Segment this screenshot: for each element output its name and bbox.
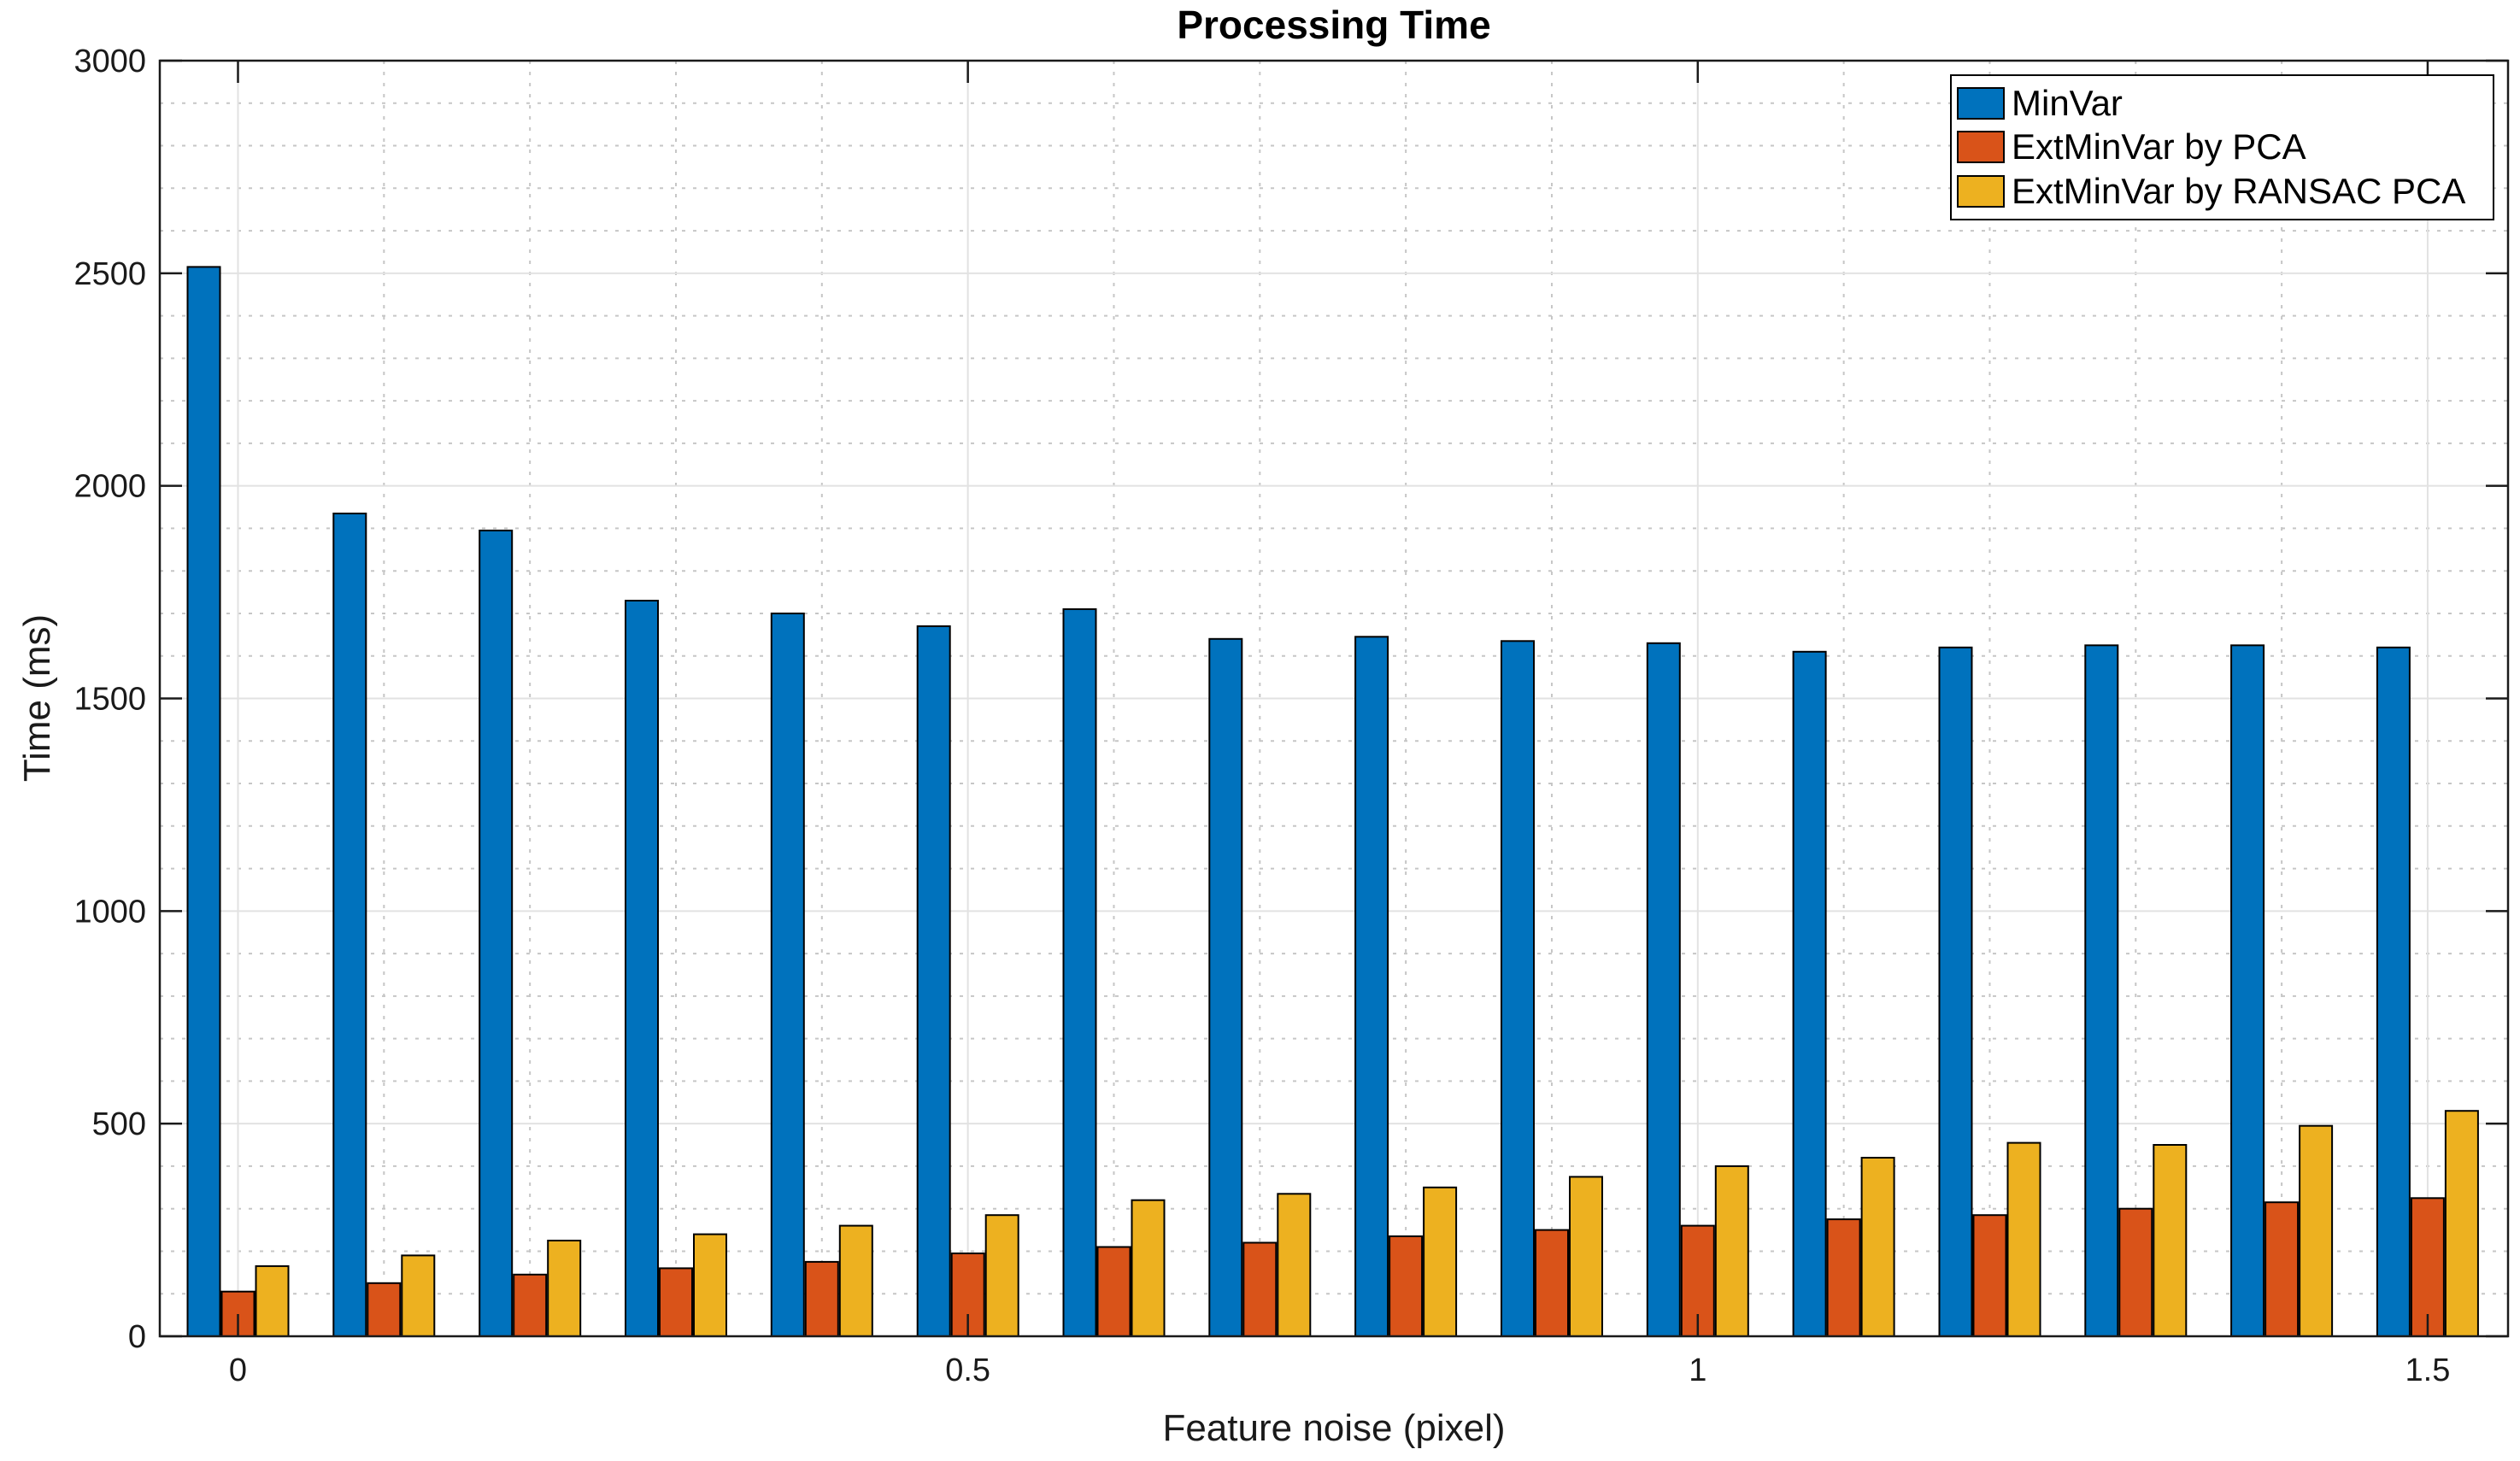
bar-0-x0.6: [1062, 608, 1097, 1337]
bar-2-x0.9: [1569, 1176, 1603, 1338]
bar-0-x0.8: [1354, 636, 1389, 1337]
bar-0-x1.4: [2230, 644, 2265, 1337]
bar-0-x1.2: [1938, 646, 1973, 1337]
bar-1-x0.2: [513, 1273, 548, 1338]
y-tick-label-500: 500: [92, 1106, 146, 1142]
legend-label-extminvar-ransac-pca: ExtMinVar by RANSAC PCA: [2012, 171, 2466, 212]
legend-swatch-extminvar-ransac-pca: [1957, 175, 2005, 208]
bar-0-x1: [1646, 642, 1681, 1337]
bar-0-x1.1: [1792, 650, 1827, 1337]
bar-2-x0.6: [1131, 1199, 1166, 1337]
bars-extminvar-by-pca: [220, 1197, 2445, 1338]
bar-0-x0.7: [1208, 637, 1243, 1337]
bar-1-x1.3: [2118, 1207, 2153, 1337]
x-tick-label-0: 0: [229, 1352, 247, 1388]
bar-2-x0.7: [1277, 1193, 1312, 1338]
bar-2-x0.3: [693, 1233, 727, 1337]
legend-swatch-minvar: [1957, 86, 2005, 120]
legend-label-minvar: MinVar: [2012, 82, 2123, 123]
bar-2-x0: [255, 1264, 290, 1338]
legend-label-extminvar-pca: ExtMinVar by PCA: [2012, 126, 2306, 167]
chart-title: Processing Time: [1177, 3, 1491, 47]
bar-0-x0.3: [625, 600, 659, 1337]
bar-0-x0.5: [916, 625, 951, 1337]
bar-2-x1.1: [1860, 1157, 1895, 1337]
x-tick-label-1.5: 1.5: [2405, 1352, 2451, 1388]
bar-2-x1.4: [2299, 1124, 2334, 1337]
x-tick-label-1: 1: [1689, 1352, 1706, 1388]
legend-item-extminvar-ransac-pca: ExtMinVar by RANSAC PCA: [1957, 171, 2493, 212]
x-tick-label-0.5: 0.5: [945, 1352, 990, 1388]
bar-1-x1.4: [2264, 1201, 2300, 1337]
bar-1-x0.9: [1535, 1229, 1569, 1337]
bar-2-x1.3: [2153, 1144, 2188, 1337]
bar-1-x0.8: [1389, 1235, 1424, 1337]
bar-1-x1.1: [1826, 1218, 1861, 1337]
x-tick-labels: 0 0.5 1 1.5: [229, 1352, 2450, 1388]
bar-2-x0.1: [401, 1254, 436, 1338]
bar-0-x0.4: [770, 613, 805, 1337]
legend-swatch-extminvar-pca: [1957, 131, 2005, 164]
bar-0-x1.3: [2084, 644, 2119, 1337]
bar-2-x0.2: [547, 1240, 582, 1337]
bar-1-x0.3: [659, 1267, 693, 1338]
legend-item-minvar: MinVar: [1957, 83, 2493, 124]
bar-1-x1.2: [1972, 1214, 2007, 1337]
bar-2-x0.8: [1423, 1186, 1458, 1338]
bar-0-x0.2: [479, 529, 514, 1337]
bar-0-x0: [186, 266, 221, 1337]
bars-minvar: [186, 266, 2411, 1337]
bar-1-x0.6: [1096, 1246, 1131, 1337]
bar-1-x0.1: [367, 1282, 402, 1338]
bar-2-x0.4: [838, 1224, 873, 1337]
x-axis-label: Feature noise (pixel): [1162, 1407, 1506, 1449]
y-tick-label-0: 0: [128, 1319, 146, 1355]
legend-item-extminvar-pca: ExtMinVar by PCA: [1957, 126, 2493, 167]
bar-1-x0.4: [804, 1260, 839, 1338]
y-tick-label-3000: 3000: [73, 44, 146, 79]
bar-1-x1.5: [2410, 1197, 2445, 1338]
bar-2-x1.2: [2006, 1141, 2041, 1337]
bars-extminvar-by-ransac-pca: [255, 1110, 2479, 1338]
bar-1-x0.7: [1242, 1241, 1278, 1337]
y-tick-label-2000: 2000: [73, 469, 146, 505]
y-tick-labels: 0 500 1000 1500 2000 2500 3000: [73, 44, 146, 1355]
y-tick-label-2500: 2500: [73, 256, 146, 292]
bar-1-x1: [1680, 1224, 1715, 1337]
axis-ticks: [160, 59, 2508, 1338]
y-tick-label-1500: 1500: [73, 682, 146, 718]
bar-2-x1.5: [2444, 1110, 2479, 1337]
bar-2-x0.5: [984, 1214, 1019, 1337]
bar-2-x1: [1714, 1165, 1749, 1338]
bar-0-x0.9: [1501, 640, 1535, 1337]
bar-0-x0.1: [332, 513, 367, 1337]
legend: MinVar ExtMinVar by PCA ExtMinVar by RAN…: [1950, 74, 2494, 220]
bar-0-x1.5: [2376, 646, 2411, 1337]
y-tick-label-1000: 1000: [73, 894, 146, 930]
